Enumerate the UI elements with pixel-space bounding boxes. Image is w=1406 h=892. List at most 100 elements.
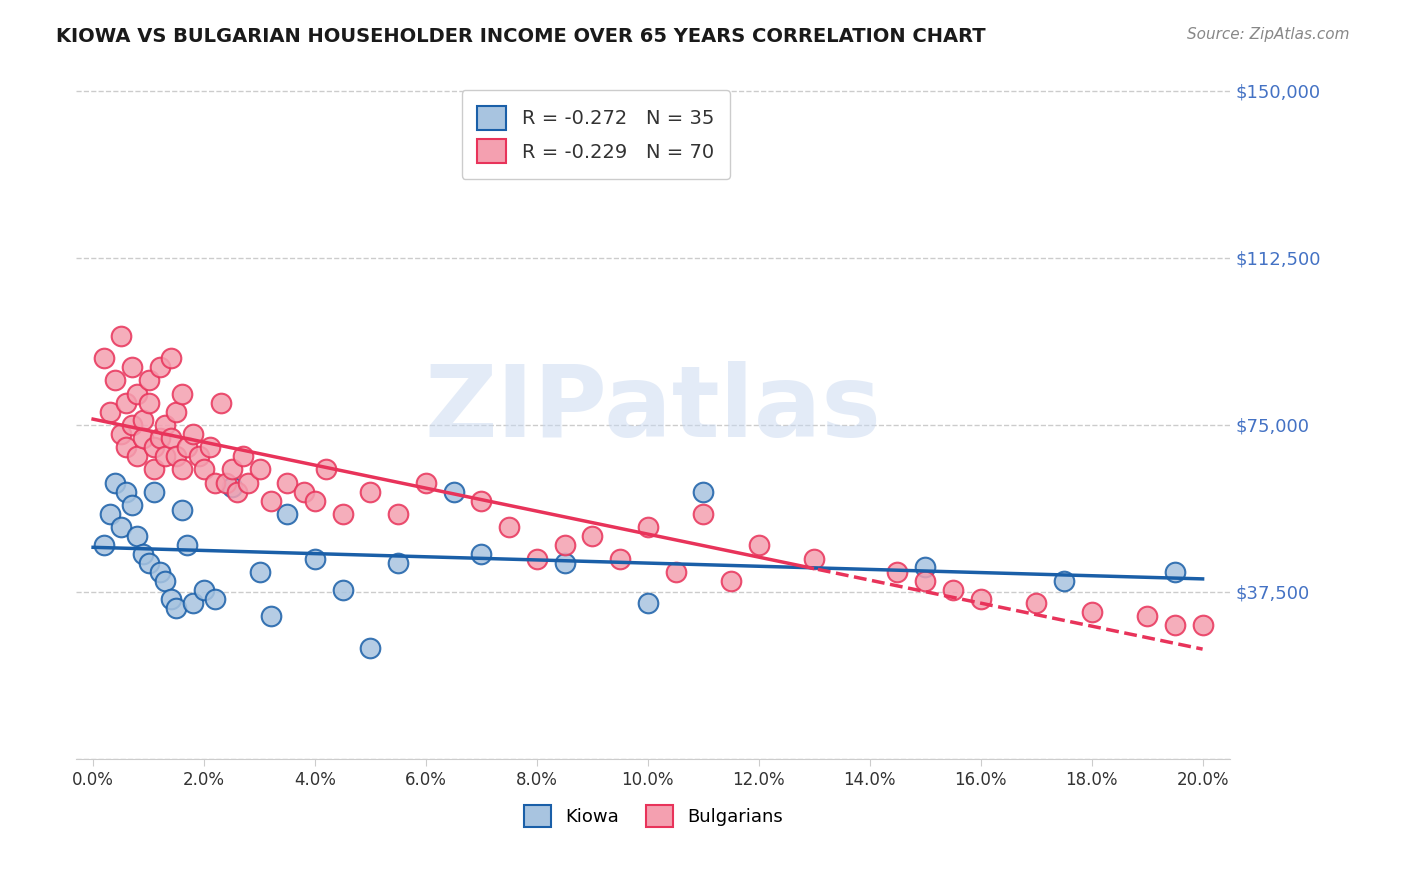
Point <box>93 538 115 552</box>
Point <box>249 462 271 476</box>
Point <box>1053 574 1076 588</box>
Point <box>159 351 181 365</box>
Point <box>1164 565 1187 579</box>
Point <box>121 498 143 512</box>
Point <box>155 449 177 463</box>
Point <box>149 565 172 579</box>
Point <box>127 529 149 543</box>
Point <box>165 449 187 463</box>
Point <box>138 556 160 570</box>
Point <box>138 395 160 409</box>
Point <box>132 431 155 445</box>
Point <box>110 520 132 534</box>
Point <box>259 609 281 624</box>
Point <box>359 640 381 655</box>
Point <box>170 386 193 401</box>
Point <box>127 386 149 401</box>
Point <box>665 565 688 579</box>
Point <box>970 591 993 606</box>
Point <box>1080 605 1102 619</box>
Point <box>93 351 115 365</box>
Point <box>748 538 770 552</box>
Point <box>170 502 193 516</box>
Point <box>155 574 177 588</box>
Point <box>159 591 181 606</box>
Point <box>332 582 354 597</box>
Point <box>692 507 714 521</box>
Point <box>276 507 298 521</box>
Point <box>238 475 260 490</box>
Point <box>143 462 166 476</box>
Point <box>165 404 187 418</box>
Point <box>914 560 936 574</box>
Text: ZIPatlas: ZIPatlas <box>425 360 882 458</box>
Point <box>193 582 215 597</box>
Point <box>149 431 172 445</box>
Point <box>98 507 121 521</box>
Point <box>554 538 576 552</box>
Point <box>249 565 271 579</box>
Point <box>609 551 631 566</box>
Point <box>526 551 548 566</box>
Point <box>132 547 155 561</box>
Point <box>209 395 232 409</box>
Point <box>221 462 243 476</box>
Point <box>470 493 492 508</box>
Point <box>170 462 193 476</box>
Point <box>304 551 326 566</box>
Point <box>637 520 659 534</box>
Point <box>803 551 825 566</box>
Point <box>121 417 143 432</box>
Point <box>104 475 127 490</box>
Point <box>181 596 204 610</box>
Text: Source: ZipAtlas.com: Source: ZipAtlas.com <box>1187 27 1350 42</box>
Point <box>332 507 354 521</box>
Point <box>143 440 166 454</box>
Point <box>692 484 714 499</box>
Point <box>554 556 576 570</box>
Point <box>720 574 742 588</box>
Point <box>1164 618 1187 632</box>
Point <box>221 480 243 494</box>
Point <box>155 417 177 432</box>
Point <box>259 493 281 508</box>
Point <box>132 413 155 427</box>
Legend: Kiowa, Bulgarians: Kiowa, Bulgarians <box>516 797 790 834</box>
Point <box>226 484 249 499</box>
Point <box>215 475 238 490</box>
Point <box>415 475 437 490</box>
Point <box>115 440 138 454</box>
Point <box>149 359 172 374</box>
Point <box>110 328 132 343</box>
Text: KIOWA VS BULGARIAN HOUSEHOLDER INCOME OVER 65 YEARS CORRELATION CHART: KIOWA VS BULGARIAN HOUSEHOLDER INCOME OV… <box>56 27 986 45</box>
Point <box>176 538 198 552</box>
Point <box>637 596 659 610</box>
Point <box>138 373 160 387</box>
Point <box>304 493 326 508</box>
Point <box>121 359 143 374</box>
Point <box>198 440 221 454</box>
Point <box>886 565 908 579</box>
Point <box>110 426 132 441</box>
Point <box>359 484 381 499</box>
Point <box>193 462 215 476</box>
Point <box>98 404 121 418</box>
Point <box>143 484 166 499</box>
Point <box>115 395 138 409</box>
Point <box>387 507 409 521</box>
Point <box>387 556 409 570</box>
Point <box>498 520 520 534</box>
Point <box>1025 596 1047 610</box>
Point <box>443 484 465 499</box>
Point <box>1136 609 1159 624</box>
Point <box>276 475 298 490</box>
Point <box>204 591 226 606</box>
Point <box>159 431 181 445</box>
Point <box>1191 618 1213 632</box>
Point <box>914 574 936 588</box>
Point <box>315 462 337 476</box>
Point <box>115 484 138 499</box>
Point <box>470 547 492 561</box>
Point <box>581 529 603 543</box>
Point <box>176 440 198 454</box>
